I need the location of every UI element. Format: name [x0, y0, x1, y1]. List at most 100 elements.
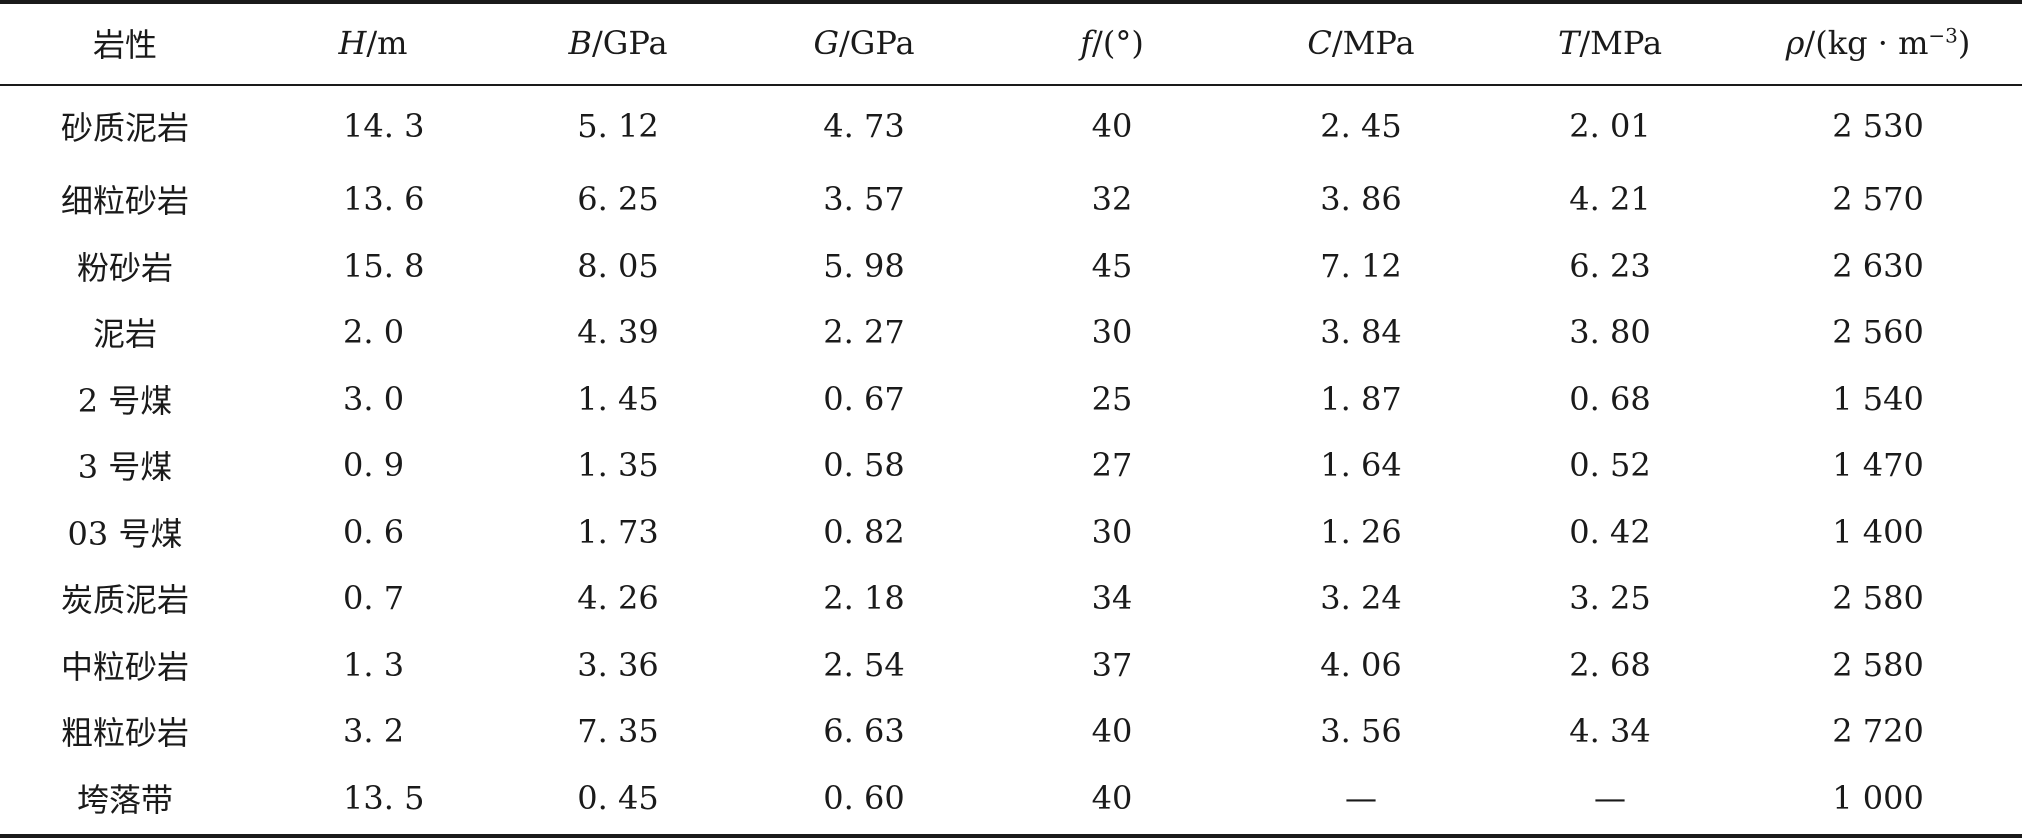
- cell-H: 0. 7: [250, 565, 496, 632]
- cell-T: 0. 68: [1486, 366, 1734, 433]
- cell-rho-value: 2 530: [1832, 107, 1924, 145]
- cell-G-value: 0. 82: [823, 512, 905, 551]
- cell-C: 3. 86: [1236, 166, 1486, 233]
- cell-B: 0. 45: [496, 765, 740, 832]
- table-top-rule: [0, 0, 2022, 4]
- cell-name: 03 号煤: [0, 499, 250, 566]
- cell-f: 34: [988, 565, 1236, 632]
- cell-G-value: 5. 98: [823, 246, 905, 285]
- cell-C-value: —: [1345, 778, 1377, 817]
- header-cohesion: C/MPa: [1307, 24, 1415, 62]
- cell-C-value: 1. 64: [1320, 446, 1402, 485]
- cell-rho: 2 720: [1734, 698, 2022, 765]
- cell-B: 5. 12: [496, 86, 740, 166]
- cell-B-value: 7. 35: [577, 712, 659, 751]
- cell-rho: 2 530: [1734, 86, 2022, 166]
- cell-T: 0. 42: [1486, 499, 1734, 566]
- cell-C-value: 3. 56: [1320, 712, 1402, 751]
- table-row: 03 号煤 0. 6 1. 73 0. 82 30 1. 26 0. 42 1 400: [0, 499, 2022, 566]
- cell-name-value: 粗粒砂岩: [60, 714, 189, 753]
- cell-rho-value: 2 580: [1832, 579, 1924, 618]
- cell-name-value: 粉砂岩: [76, 248, 173, 287]
- cell-rho-value: 1 400: [1832, 512, 1924, 551]
- cell-f-value: 32: [1091, 180, 1133, 219]
- cell-f-value: 30: [1091, 313, 1133, 352]
- cell-G: 2. 18: [740, 565, 988, 632]
- cell-G: 0. 82: [740, 499, 988, 566]
- cell-C: 3. 56: [1236, 698, 1486, 765]
- cell-H: 3. 2: [250, 698, 496, 765]
- cell-f: 45: [988, 233, 1236, 300]
- cell-T: 6. 23: [1486, 233, 1734, 300]
- cell-T: 2. 68: [1486, 632, 1734, 699]
- cell-f-value: 27: [1091, 446, 1133, 485]
- cell-rho: 2 580: [1734, 632, 2022, 699]
- cell-B: 7. 35: [496, 698, 740, 765]
- cell-H: 15. 8: [250, 233, 496, 300]
- cell-name: 细粒砂岩: [0, 166, 250, 233]
- cell-f-value: 30: [1091, 512, 1133, 551]
- cell-B-value: 5. 12: [577, 107, 659, 145]
- cell-T: 0. 52: [1486, 432, 1734, 499]
- cell-C: 1. 87: [1236, 366, 1486, 433]
- cell-name: 3 号煤: [0, 432, 250, 499]
- cell-f: 27: [988, 432, 1236, 499]
- cell-name-value: 3 号煤: [77, 448, 173, 487]
- cell-f-value: 34: [1091, 579, 1133, 618]
- cell-name-value: 垮落带: [76, 780, 173, 819]
- cell-C: 4. 06: [1236, 632, 1486, 699]
- cell-f-value: 40: [1091, 778, 1133, 817]
- cell-T-value: 6. 23: [1569, 246, 1651, 285]
- table-body: 砂质泥岩 14. 3 5. 12 4. 73 40 2. 45 2. 01 2 530 细粒砂岩…: [0, 86, 2022, 831]
- cell-C: 3. 84: [1236, 299, 1486, 366]
- cell-rho-value: 2 630: [1832, 246, 1924, 285]
- cell-H: 2. 0: [250, 299, 496, 366]
- cell-G-value: 0. 67: [823, 379, 905, 418]
- cell-B: 3. 36: [496, 632, 740, 699]
- cell-H-value: 2. 0: [343, 313, 405, 352]
- cell-C-value: 7. 12: [1320, 246, 1402, 285]
- cell-H: 14. 3: [250, 86, 496, 166]
- cell-rho: 2 580: [1734, 565, 2022, 632]
- cell-B-value: 3. 36: [577, 645, 659, 684]
- cell-T-value: 3. 25: [1569, 579, 1651, 618]
- cell-name-value: 炭质泥岩: [60, 581, 189, 620]
- cell-C: 1. 26: [1236, 499, 1486, 566]
- cell-rho-value: 1 540: [1832, 379, 1924, 418]
- cell-C: 1. 64: [1236, 432, 1486, 499]
- cell-G-value: 2. 27: [823, 313, 905, 352]
- cell-name-value: 细粒砂岩: [60, 182, 189, 221]
- cell-T: 3. 25: [1486, 565, 1734, 632]
- table-header-rule: [0, 84, 2022, 86]
- cell-f: 37: [988, 632, 1236, 699]
- header-bulk-modulus: B/GPa: [568, 24, 668, 62]
- cell-name-value: 砂质泥岩: [60, 109, 189, 147]
- cell-name-value: 中粒砂岩: [60, 647, 189, 686]
- cell-T: 2. 01: [1486, 86, 1734, 166]
- cell-H-value: 1. 3: [343, 645, 405, 684]
- cell-C-value: 4. 06: [1320, 645, 1402, 684]
- cell-name: 2 号煤: [0, 366, 250, 433]
- header-lithology: 岩性: [92, 26, 157, 64]
- cell-name: 中粒砂岩: [0, 632, 250, 699]
- cell-G-value: 0. 58: [823, 446, 905, 485]
- cell-H-value: 0. 7: [343, 579, 405, 618]
- header-density: ρ/(kg · m−3): [1785, 23, 1971, 62]
- cell-rho-value: 2 570: [1832, 180, 1924, 219]
- cell-name-value: 2 号煤: [77, 381, 173, 420]
- table-row: 砂质泥岩 14. 3 5. 12 4. 73 40 2. 45 2. 01 2 530: [0, 86, 2022, 166]
- cell-C-value: 1. 87: [1320, 379, 1402, 418]
- cell-C: 2. 45: [1236, 86, 1486, 166]
- cell-B: 1. 73: [496, 499, 740, 566]
- cell-rho: 1 000: [1734, 765, 2022, 832]
- cell-rho: 1 540: [1734, 366, 2022, 433]
- cell-C-value: 3. 24: [1320, 579, 1402, 618]
- cell-C: —: [1236, 765, 1486, 832]
- cell-G: 2. 27: [740, 299, 988, 366]
- cell-rho: 1 400: [1734, 499, 2022, 566]
- cell-G: 0. 67: [740, 366, 988, 433]
- cell-f-value: 40: [1091, 712, 1133, 751]
- cell-f-value: 37: [1091, 645, 1133, 684]
- cell-T-value: 4. 34: [1569, 712, 1651, 751]
